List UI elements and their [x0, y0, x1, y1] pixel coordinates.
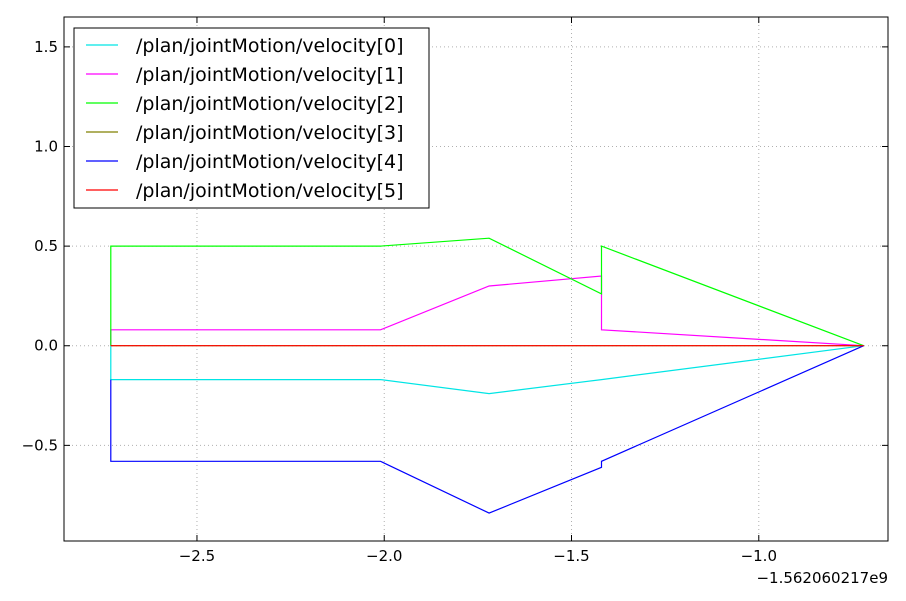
- series-line-0: [110, 345, 864, 395]
- legend-label-4: /plan/jointMotion/velocity[4]: [136, 151, 403, 173]
- y-tick-label: 1.5: [34, 38, 58, 56]
- y-tick-label: 0.5: [34, 237, 58, 255]
- x-offset-label: −1.562060217e9: [756, 569, 888, 587]
- y-tick-label: 0.0: [34, 337, 58, 355]
- legend-label-3: /plan/jointMotion/velocity[3]: [136, 122, 403, 144]
- x-tick-label: −1.0: [741, 547, 777, 565]
- legend-label-2: /plan/jointMotion/velocity[2]: [136, 93, 403, 115]
- series-layer: [110, 237, 864, 514]
- legend-label-1: /plan/jointMotion/velocity[1]: [136, 64, 403, 86]
- x-tick-label: −1.5: [553, 547, 589, 565]
- y-tick-label: −0.5: [22, 436, 58, 454]
- series-line-4: [110, 345, 864, 514]
- y-tick-label: 1.0: [34, 138, 58, 156]
- legend-label-5: /plan/jointMotion/velocity[5]: [136, 180, 403, 202]
- legend-label-0: /plan/jointMotion/velocity[0]: [136, 35, 403, 57]
- series-line-2: [110, 237, 864, 347]
- axis-ticks: −2.5 −2.0 −1.5 −1.0 −0.5 0.0 0.5 1.0 1.5: [22, 17, 888, 565]
- x-tick-label: −2.5: [179, 547, 215, 565]
- legend-box: [73, 27, 430, 209]
- plot-frame: [63, 16, 889, 542]
- legend: /plan/jointMotion/velocity[0] /plan/joint…: [73, 27, 430, 209]
- x-tick-label: −2.0: [366, 547, 402, 565]
